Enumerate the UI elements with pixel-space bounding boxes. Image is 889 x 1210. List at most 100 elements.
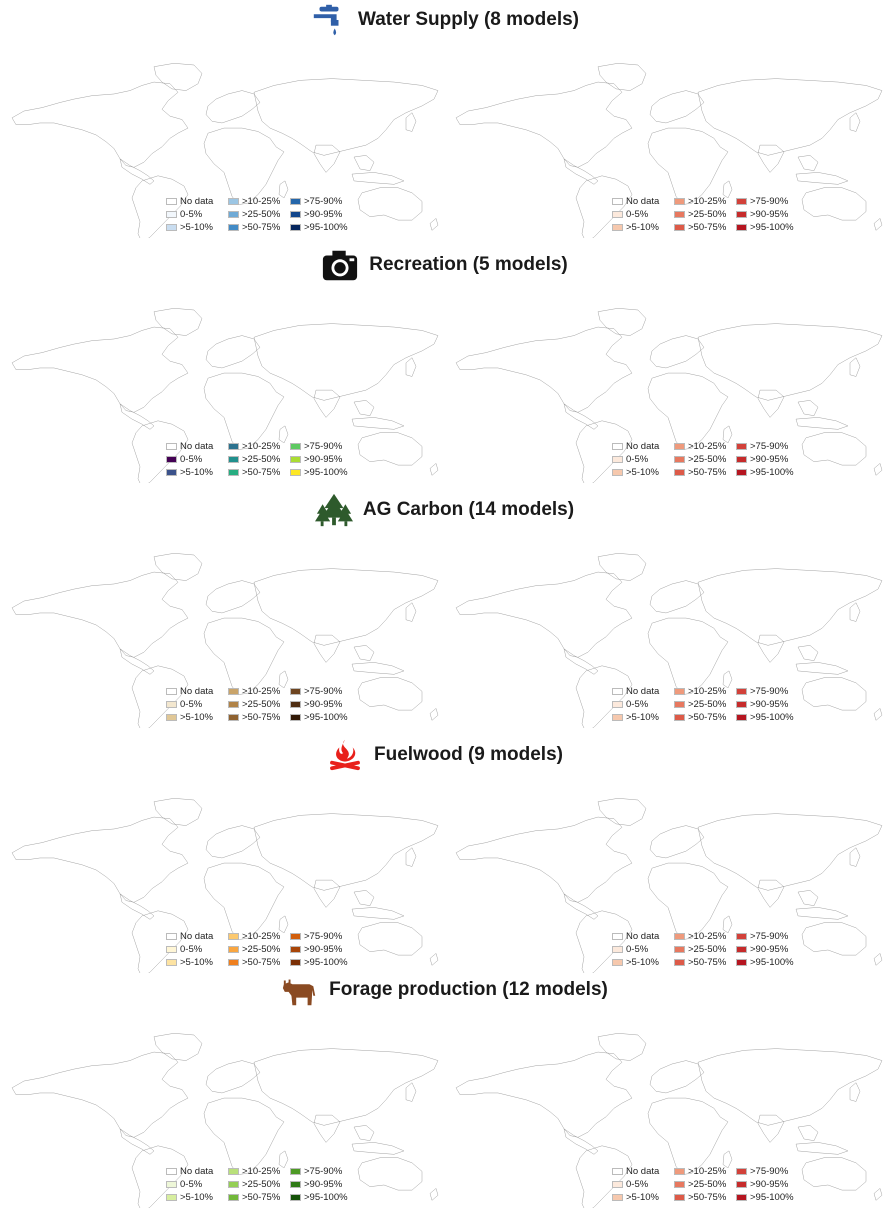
legend-swatch bbox=[736, 211, 747, 218]
legend-swatch bbox=[166, 211, 177, 218]
legend-entry: >25-50% bbox=[228, 453, 296, 466]
legend-entry: >95-100% bbox=[290, 711, 358, 724]
legend-label: >50-75% bbox=[242, 957, 280, 968]
legend-label: >25-50% bbox=[242, 209, 280, 220]
legend-swatch bbox=[612, 714, 623, 721]
legend-swatch bbox=[166, 701, 177, 708]
legend-swatch bbox=[612, 456, 623, 463]
legend-label: >5-10% bbox=[626, 1192, 659, 1203]
legend-swatch bbox=[166, 688, 177, 695]
legend-swatch bbox=[166, 469, 177, 476]
legend-label: >10-25% bbox=[242, 441, 280, 452]
legend-entry: >5-10% bbox=[612, 711, 680, 724]
section-title-row: Forage production (12 models) bbox=[0, 970, 889, 1010]
section-title: Forage production (12 models) bbox=[329, 979, 608, 1001]
legend-entry: >25-50% bbox=[228, 943, 296, 956]
legend-entry: No data bbox=[166, 685, 234, 698]
legend-swatch bbox=[228, 933, 239, 940]
legend-entry: No data bbox=[612, 440, 680, 453]
section-title: Fuelwood (9 models) bbox=[374, 744, 563, 766]
legend-swatch bbox=[674, 933, 685, 940]
legend-swatch bbox=[290, 1181, 301, 1188]
legend-entry: >95-100% bbox=[736, 711, 804, 724]
legend-swatch bbox=[290, 224, 301, 231]
legend-entry: No data bbox=[166, 440, 234, 453]
legend-swatch bbox=[612, 959, 623, 966]
legend-entry: >75-90% bbox=[290, 930, 358, 943]
legend-entry: >75-90% bbox=[736, 930, 804, 943]
legend-label: >5-10% bbox=[626, 712, 659, 723]
legend-entry: >90-95% bbox=[736, 208, 804, 221]
legend-label: 0-5% bbox=[180, 699, 202, 710]
legend-label: >90-95% bbox=[750, 454, 788, 465]
legend-label: 0-5% bbox=[626, 944, 648, 955]
legend-label: 0-5% bbox=[180, 454, 202, 465]
legend-swatch bbox=[674, 688, 685, 695]
legend-label: >50-75% bbox=[688, 712, 726, 723]
legend-entry: No data bbox=[612, 930, 680, 943]
legend-swatch bbox=[166, 198, 177, 205]
section-title: AG Carbon (14 models) bbox=[363, 499, 574, 521]
legend-entry: >5-10% bbox=[166, 711, 234, 724]
legend-label: >75-90% bbox=[750, 1166, 788, 1177]
legend-entry: >75-90% bbox=[290, 440, 358, 453]
section-title: Water Supply (8 models) bbox=[358, 9, 579, 31]
legend-label: >25-50% bbox=[688, 699, 726, 710]
legend-swatch bbox=[228, 959, 239, 966]
legend-swatch bbox=[736, 224, 747, 231]
legend-swatch bbox=[290, 456, 301, 463]
legend-label: >50-75% bbox=[688, 222, 726, 233]
legend-swatch bbox=[290, 701, 301, 708]
legend-swatch bbox=[228, 701, 239, 708]
section-title-row: Fuelwood (9 models) bbox=[0, 735, 889, 775]
legend-swatch bbox=[228, 714, 239, 721]
section-title: Recreation (5 models) bbox=[369, 254, 568, 276]
legend-entry: >75-90% bbox=[736, 440, 804, 453]
legend-entry: >10-25% bbox=[674, 685, 742, 698]
legend-label: >95-100% bbox=[750, 957, 794, 968]
legend-entry: >90-95% bbox=[290, 208, 358, 221]
legend-entry: >5-10% bbox=[166, 1191, 234, 1204]
legend-entry: >10-25% bbox=[674, 930, 742, 943]
legend-label: >10-25% bbox=[688, 686, 726, 697]
legend-swatch bbox=[228, 198, 239, 205]
legend-entry: 0-5% bbox=[612, 698, 680, 711]
legend-entry: 0-5% bbox=[612, 453, 680, 466]
legend-swatch bbox=[674, 198, 685, 205]
legend-swatch bbox=[736, 456, 747, 463]
legend-entry: >5-10% bbox=[612, 956, 680, 969]
legend-label: No data bbox=[180, 1166, 213, 1177]
legend-label: >50-75% bbox=[242, 222, 280, 233]
legend-swatch bbox=[228, 946, 239, 953]
forest-trees-icon bbox=[315, 492, 353, 528]
legend-label: No data bbox=[180, 196, 213, 207]
legend-swatch bbox=[736, 946, 747, 953]
legend-entry: 0-5% bbox=[166, 698, 234, 711]
legend-entry: >5-10% bbox=[612, 1191, 680, 1204]
legend-swatch bbox=[228, 443, 239, 450]
legend-label: >5-10% bbox=[180, 467, 213, 478]
legend-entry: >5-10% bbox=[166, 466, 234, 479]
legend-label: >75-90% bbox=[304, 931, 342, 942]
legend-label: >5-10% bbox=[180, 957, 213, 968]
legend-entry: No data bbox=[166, 1165, 234, 1178]
legend-swatch bbox=[166, 443, 177, 450]
legend-entry: >75-90% bbox=[736, 195, 804, 208]
legend-swatch bbox=[612, 688, 623, 695]
legend-entry: >75-90% bbox=[290, 1165, 358, 1178]
legend-swatch bbox=[228, 1168, 239, 1175]
legend-label: >10-25% bbox=[242, 1166, 280, 1177]
legend-label: >25-50% bbox=[242, 454, 280, 465]
legend-swatch bbox=[612, 443, 623, 450]
legend-label: >5-10% bbox=[180, 1192, 213, 1203]
legend-entry: >75-90% bbox=[736, 685, 804, 698]
legend-label: >90-95% bbox=[750, 209, 788, 220]
legend-label: >25-50% bbox=[688, 454, 726, 465]
legend-swatch bbox=[166, 456, 177, 463]
legend-label: No data bbox=[180, 931, 213, 942]
legend-entry: >90-95% bbox=[290, 453, 358, 466]
section-title-row: Recreation (5 models) bbox=[0, 245, 889, 285]
legend-entry: >50-75% bbox=[228, 711, 296, 724]
legend-label: >90-95% bbox=[304, 454, 342, 465]
